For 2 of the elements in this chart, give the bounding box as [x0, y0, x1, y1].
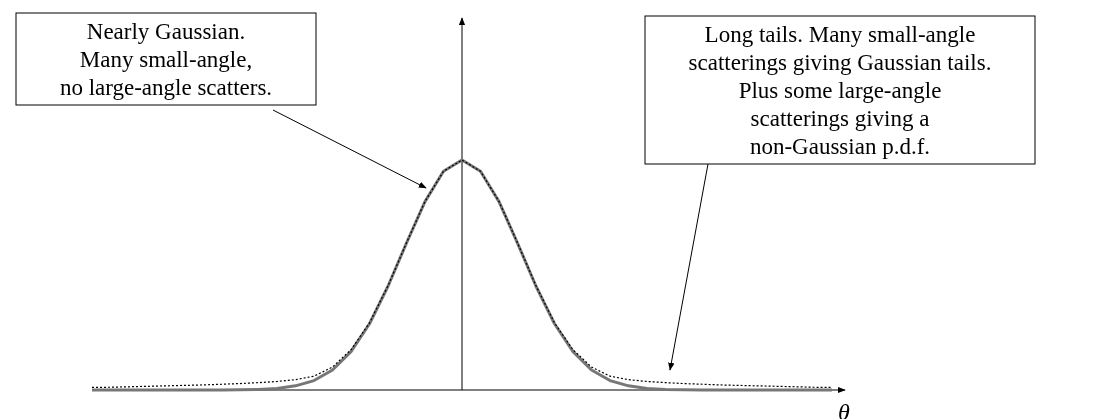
text: Nearly Gaussian. Many small-angle, no large-angle scatters. — [59, 19, 273, 100]
text: Long tails. Many small-angle scatterings giving Gaussian tails. Plus some large-angle scatterings giving a non-Gaussian p.d.f. — [688, 22, 992, 159]
